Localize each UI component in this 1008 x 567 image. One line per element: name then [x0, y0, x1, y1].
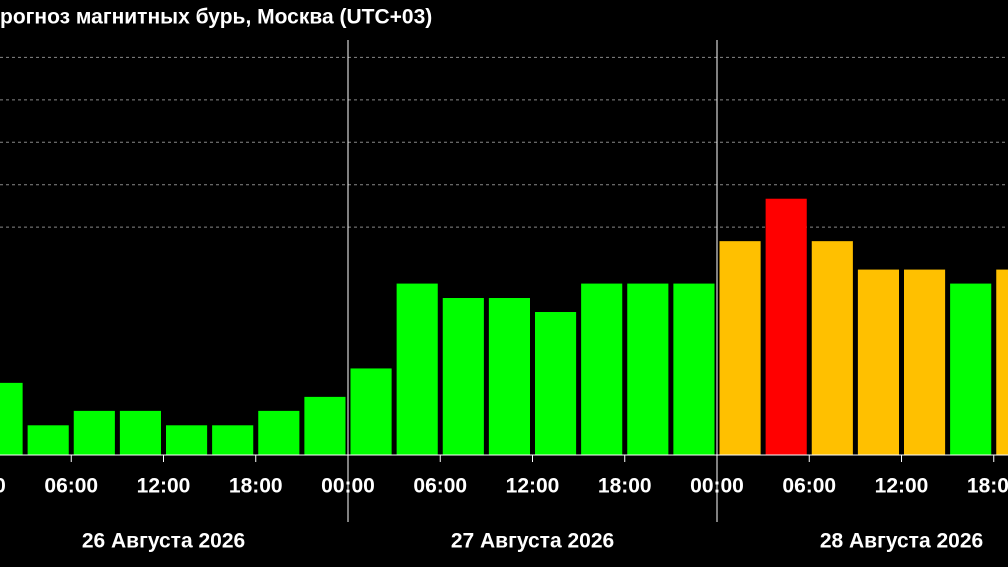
bar: [0, 382, 23, 455]
bar: [258, 410, 300, 455]
x-tick-label: 18:00: [967, 475, 1008, 498]
x-tick-label: 18:00: [229, 475, 283, 498]
bar: [581, 283, 623, 455]
bar: [627, 283, 669, 455]
x-tick-label: 00:00: [0, 475, 6, 498]
day-label: 28 Августа 2026: [820, 530, 983, 553]
bar: [857, 269, 899, 455]
bar: [212, 425, 254, 455]
x-tick-label: 18:00: [598, 475, 652, 498]
chart-title: рогноз магнитных бурь, Москва (UTC+03): [0, 6, 432, 29]
x-tick-label: 12:00: [875, 475, 929, 498]
bar: [304, 396, 346, 455]
day-label: 26 Августа 2026: [82, 530, 245, 553]
bar: [950, 283, 992, 455]
bar: [811, 241, 853, 455]
x-tick-label: 12:00: [137, 475, 191, 498]
bar: [765, 198, 807, 455]
bar: [27, 425, 69, 455]
x-tick-label: 06:00: [44, 475, 98, 498]
day-label: 27 Августа 2026: [451, 530, 614, 553]
bar: [119, 410, 161, 455]
bar: [719, 241, 761, 455]
bar: [488, 298, 530, 455]
bar: [535, 312, 577, 455]
x-tick-label: 12:00: [506, 475, 560, 498]
x-tick-label: 06:00: [413, 475, 467, 498]
bar: [996, 269, 1008, 455]
x-tick-label: 06:00: [782, 475, 836, 498]
bar: [166, 425, 208, 455]
bar: [350, 368, 392, 455]
bar: [73, 410, 115, 455]
bar: [673, 283, 715, 455]
bar: [904, 269, 946, 455]
bar: [442, 298, 484, 455]
bar: [396, 283, 438, 455]
